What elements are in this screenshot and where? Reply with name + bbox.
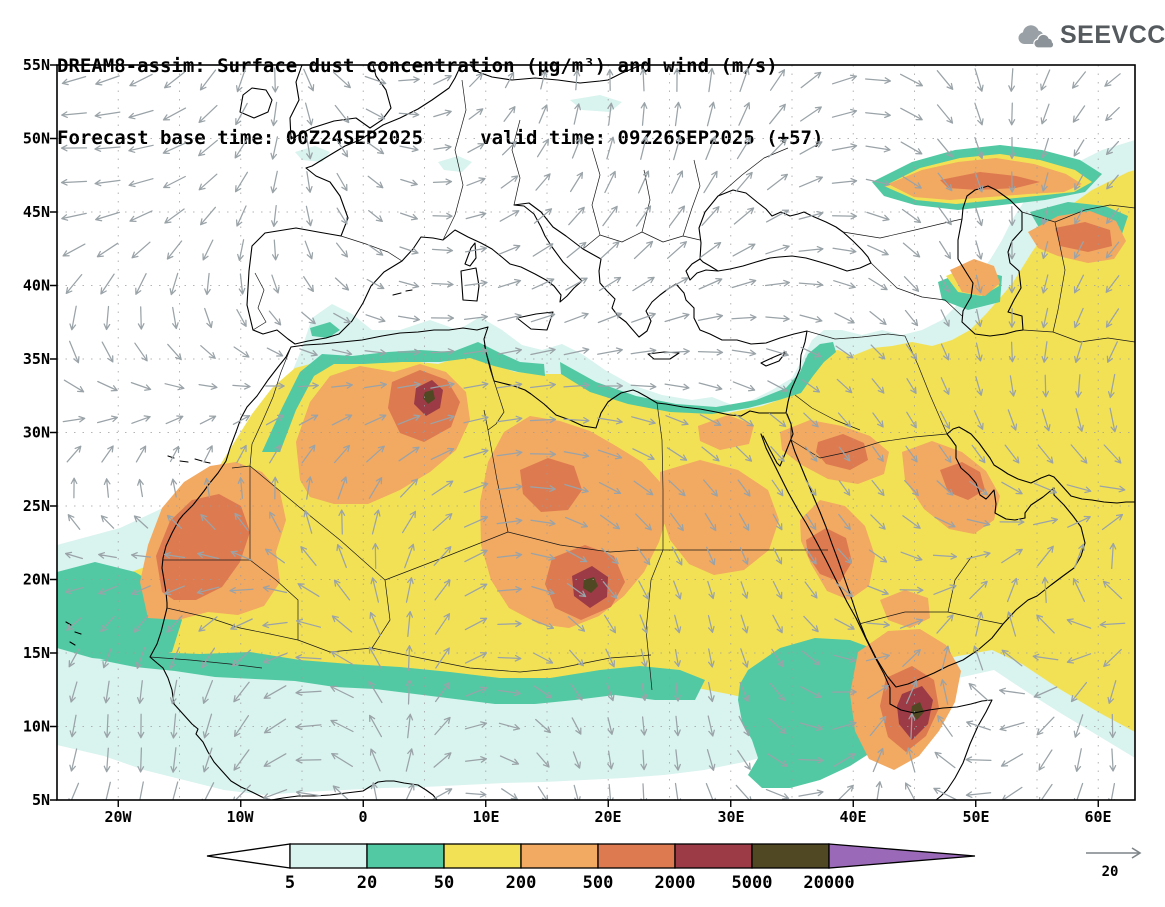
colorbar-label: 20000: [803, 873, 855, 893]
colorbar-label: 2000: [654, 873, 696, 893]
x-axis-label: 50E: [962, 808, 989, 826]
coastline-england: [289, 65, 392, 140]
x-axis-label: 10W: [226, 808, 254, 826]
cloud-icon: [1018, 25, 1055, 49]
y-axis-label: 35N: [23, 350, 50, 368]
colorbar-arrow-right: [828, 843, 976, 869]
y-axis-label: 45N: [23, 203, 50, 221]
dust-polygon-dark: [423, 390, 435, 404]
y-axis-label: 50N: [23, 130, 50, 148]
graticule-layer: [57, 65, 1135, 800]
dust-polygon-terracotta: [156, 494, 250, 600]
seevccc-logo: SEEVCCC: [1014, 20, 1165, 50]
colorbar-segment: [443, 843, 522, 869]
dust-polygon-dark: [583, 577, 598, 593]
coastline-corsica: [464, 242, 477, 267]
dust-polygon-cyan: [570, 95, 622, 112]
islands-balearic: [392, 289, 413, 296]
dust-polygon-teal: [560, 342, 836, 414]
x-axis-label: 30E: [717, 808, 744, 826]
coastline-europe-africa: [149, 65, 808, 800]
y-axis-label: 55N: [23, 56, 50, 74]
x-axis-label: 20W: [104, 808, 132, 826]
x-axis: 20W 10W 0 10E 20E 30E 40E 50E 60E: [104, 808, 1111, 826]
colorbar-label: 5000: [731, 873, 773, 893]
coastline-ireland: [239, 87, 273, 119]
coastline-crete: [647, 351, 680, 360]
tick-marks: [50, 64, 1099, 807]
dust-polygon-teal: [310, 322, 340, 338]
colorbar-label: 200: [505, 873, 537, 893]
logo-text: SEEVCCC: [1060, 20, 1165, 49]
islands-cape-verde: [65, 621, 82, 646]
coastline-sinai: [762, 413, 794, 467]
dust-polygon-orange: [698, 415, 754, 450]
coastline-red-sea-west: [760, 433, 993, 800]
colorbar-bar: [206, 843, 976, 869]
coastline-baltic: [469, 65, 642, 84]
islands-canary: [167, 455, 211, 464]
colorbar-segment: [751, 843, 830, 869]
coastline-marmara: [685, 258, 719, 281]
dust-polygon-terracotta: [940, 172, 1040, 190]
x-axis-label: 60E: [1084, 808, 1111, 826]
x-axis-label: 20E: [594, 808, 621, 826]
x-axis-label: 10E: [472, 808, 499, 826]
colorbar-segment: [520, 843, 599, 869]
wind-reference-arrow-icon: [1086, 847, 1142, 859]
y-axis-label: 30N: [23, 424, 50, 442]
wind-arrows: [60, 67, 1126, 800]
colorbar: 5 20 50 200 500 2000 5000 20000: [205, 843, 977, 903]
dust-polygon-orange: [950, 259, 1000, 296]
dust-polygon-teal: [100, 652, 705, 704]
dust-polygon-dark: [911, 702, 924, 720]
coastline-layer: [65, 65, 1135, 800]
coastline-cyprus: [760, 351, 787, 367]
colorbar-label: 20: [356, 873, 378, 893]
colorbar-segment: [289, 843, 368, 869]
y-axis-label: 15N: [23, 644, 50, 662]
colorbar-label: 500: [582, 873, 614, 893]
borders-africa: [149, 344, 828, 691]
colorbar-arrow-left: [206, 843, 291, 869]
y-axis-label: 40N: [23, 277, 50, 295]
chart-title-line1: DREAM8-assim: Surface dust concentration…: [57, 55, 778, 77]
coastline-sicily: [516, 311, 554, 331]
coastline-sardinia: [460, 267, 480, 302]
colorbar-segment: [674, 843, 753, 869]
coastline-black-sea: [698, 189, 872, 272]
colorbar-segment: [366, 843, 445, 869]
chart-titles: DREAM8-assim: Surface dust concentration…: [57, 6, 823, 198]
y-axis: 55N 50N 45N 40N 35N 30N 25N 20N 15N 10N …: [23, 56, 50, 809]
colorbar-segment: [597, 843, 676, 869]
dust-polygon-orange: [660, 460, 779, 575]
dust-field-layer: [57, 95, 1135, 795]
y-axis-label: 10N: [23, 718, 50, 736]
graticule: [57, 65, 1135, 800]
y-axis-label: 20N: [23, 571, 50, 589]
axis-ticks: [50, 64, 1099, 807]
dust-polygon-terracotta: [816, 434, 868, 470]
dust-polygon-cyan: [438, 156, 472, 172]
y-axis-label: 25N: [23, 497, 50, 515]
wind-reference: 20: [1086, 847, 1142, 880]
map-content: [57, 65, 1135, 800]
y-axis-label: 5N: [32, 791, 50, 809]
x-axis-label: 40E: [839, 808, 866, 826]
wind-arrow-layer: [60, 67, 1126, 800]
dust-polygon-terracotta: [520, 458, 582, 512]
coastline-caspian: [957, 185, 1024, 337]
border-layer: [149, 79, 1135, 691]
chart-title-line2: Forecast base time: 00Z24SEP2025 valid t…: [57, 127, 824, 149]
borders-mideast-europe: [252, 79, 1135, 625]
x-axis-label: 0: [358, 808, 367, 826]
dust-polygon-orange: [880, 590, 930, 628]
colorbar-label: 50: [433, 873, 455, 893]
colorbar-label: 5: [284, 873, 296, 893]
wind-reference-value: 20: [1102, 864, 1119, 880]
